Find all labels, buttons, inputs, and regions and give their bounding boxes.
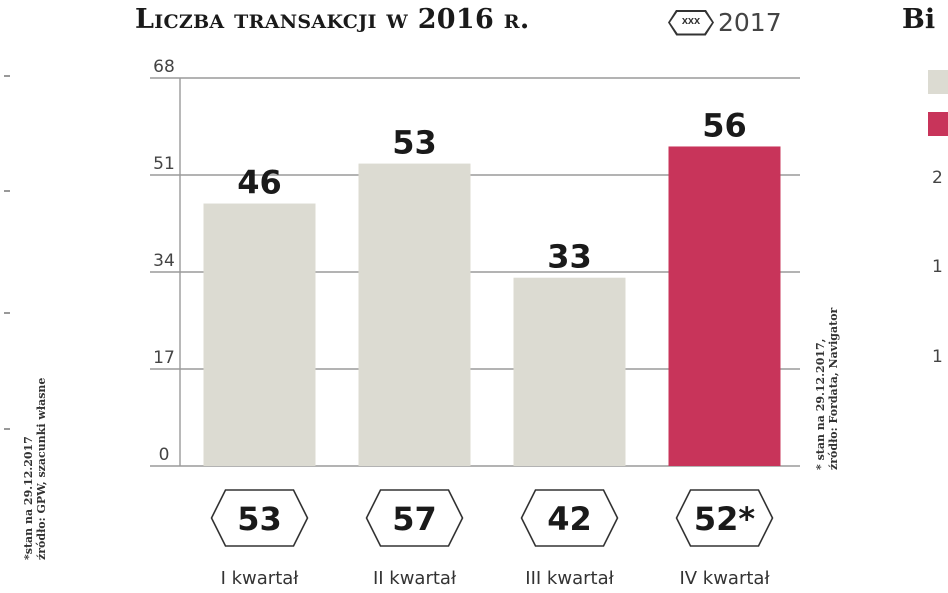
hexagon-badge [210, 489, 309, 547]
y-tick-label: 51 [153, 154, 175, 174]
x-category-label: III kwartał [525, 568, 614, 589]
y-tick-label: 2 [932, 168, 943, 188]
y-tick-label: 68 [153, 57, 175, 77]
bar [358, 163, 471, 466]
hexagon-badge [675, 489, 774, 547]
data-label: 56 [702, 106, 747, 144]
data-label: 33 [547, 238, 592, 276]
y-tick-label: 1 [932, 257, 943, 277]
adjacent-chart-title-fragment: Bi [902, 4, 936, 35]
legend-year: 2017 [718, 8, 782, 37]
legend-swatch [928, 70, 948, 94]
bar [668, 146, 781, 466]
data-label: 46 [237, 164, 282, 202]
y-tick-label: 17 [153, 348, 175, 368]
legend: xxx 2017 [668, 8, 782, 37]
data-label: 53 [392, 124, 437, 162]
legend-hexagon-icon: xxx [668, 9, 714, 36]
y-tick-label: 34 [153, 251, 175, 271]
x-category-label: IV kwartał [679, 568, 770, 589]
bar [513, 277, 626, 466]
badge-value: 52* [694, 500, 756, 538]
chart-title: Liczba transakcji w 2016 r. [135, 4, 530, 35]
bar [203, 203, 316, 466]
badge-value: 53 [237, 500, 282, 538]
legend-swatch [928, 112, 948, 136]
badge-value: 42 [547, 500, 592, 538]
adjacent-chart-fragment: 2 1 1 [928, 70, 948, 367]
hexagon-badge [365, 489, 464, 547]
x-category-label: II kwartał [373, 568, 457, 589]
right-source-note: * stan na 29.12.2017, źródło: Fordata, N… [814, 307, 840, 470]
hexagon-badge [520, 489, 619, 547]
x-category-label: I kwartał [221, 568, 300, 589]
badge-value: 57 [392, 500, 437, 538]
y-tick-label: 0 [159, 445, 170, 465]
y-tick-label: 1 [932, 347, 943, 367]
